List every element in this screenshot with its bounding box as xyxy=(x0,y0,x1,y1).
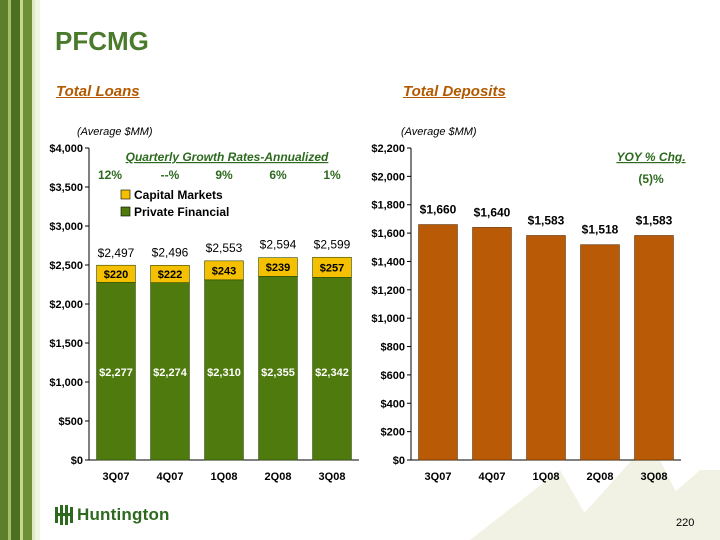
loans-y-tick-label: $1,500 xyxy=(49,338,83,350)
loans-total-label: $2,497 xyxy=(98,246,135,260)
loans-cm-data-label: $220 xyxy=(104,269,128,281)
loans-total-label: $2,496 xyxy=(152,245,189,259)
loans-bar-capital-markets xyxy=(150,265,190,283)
deposits-section-title: Total Deposits xyxy=(403,83,506,100)
deposits-x-tick-label: 3Q07 xyxy=(425,471,452,483)
loans-pf-data-label: $2,274 xyxy=(153,367,188,379)
loans-y-tick-label: $4,000 xyxy=(49,143,83,155)
loans-y-tick-label: $1,000 xyxy=(49,377,83,389)
deposits-data-label: $1,583 xyxy=(528,214,565,228)
loans-pf-data-label: $2,355 xyxy=(261,367,295,379)
deposits-y-tick-label: $600 xyxy=(381,370,405,382)
loans-pf-data-label: $2,342 xyxy=(315,367,349,379)
loans-bar-private-financial xyxy=(204,279,244,461)
decorative-stripes xyxy=(0,0,40,540)
loans-x-tick-label: 2Q08 xyxy=(265,471,292,483)
growth-rate-label: 12% xyxy=(98,168,122,182)
loans-cm-data-label: $243 xyxy=(212,265,236,277)
deposits-data-label: $1,640 xyxy=(474,205,511,219)
loans-y-tick-label: $3,000 xyxy=(49,221,83,233)
deposits-x-tick-label: 1Q08 xyxy=(533,471,560,483)
loans-bar-private-financial xyxy=(258,276,298,461)
deposits-y-tick-label: $400 xyxy=(381,398,405,410)
legend-label-capital-markets: Capital Markets xyxy=(134,188,223,202)
loans-x-tick-label: 3Q08 xyxy=(319,471,346,483)
deposits-bar xyxy=(526,235,566,461)
loans-x-tick-label: 4Q07 xyxy=(157,471,184,483)
loans-unit-label: (Average $MM) xyxy=(77,126,153,138)
deposits-x-tick-label: 2Q08 xyxy=(587,471,614,483)
loans-bar-private-financial xyxy=(312,277,352,461)
deposits-y-tick-label: $2,000 xyxy=(371,171,405,183)
deposits-bar xyxy=(634,235,674,461)
yoy-change-title: YOY % Chg. xyxy=(616,150,685,164)
loans-bar-capital-markets xyxy=(312,256,352,278)
deposits-bar xyxy=(472,227,512,461)
huntington-logo-icon xyxy=(55,505,73,525)
deposits-data-label: $1,518 xyxy=(582,223,619,237)
huntington-logo: Huntington xyxy=(55,505,170,525)
loans-y-tick-label: $500 xyxy=(59,416,83,428)
loans-cm-data-label: $239 xyxy=(266,262,290,274)
deposits-data-label: $1,583 xyxy=(636,214,673,228)
loans-y-tick-label: $0 xyxy=(71,455,83,467)
loans-x-tick-label: 3Q07 xyxy=(103,471,130,483)
deposits-bar xyxy=(580,244,620,461)
legend-label-private-financial: Private Financial xyxy=(134,205,229,219)
deposits-y-tick-label: $1,600 xyxy=(371,228,405,240)
loans-pf-data-label: $2,310 xyxy=(207,367,241,379)
loans-bar-capital-markets xyxy=(204,260,244,281)
legend-swatch-capital-markets xyxy=(120,189,131,200)
deposits-y-tick-label: $800 xyxy=(381,342,405,354)
loans-total-label: $2,594 xyxy=(260,238,297,252)
deposits-y-tick-label: $1,200 xyxy=(371,285,405,297)
growth-rate-label: 1% xyxy=(323,168,341,182)
deposits-y-tick-label: $1,400 xyxy=(371,256,405,268)
deposits-data-label: $1,660 xyxy=(420,203,457,217)
growth-rates-title: Quarterly Growth Rates-Annualized xyxy=(126,150,329,164)
deposits-y-tick-label: $1,800 xyxy=(371,200,405,212)
loans-y-tick-label: $3,500 xyxy=(49,182,83,194)
loans-x-tick-label: 1Q08 xyxy=(211,471,238,483)
page-title: PFCMG xyxy=(55,26,149,56)
deposits-unit-label: (Average $MM) xyxy=(401,126,477,138)
loans-total-label: $2,599 xyxy=(314,237,351,251)
loans-total-label: $2,553 xyxy=(206,241,243,255)
growth-rate-label: --% xyxy=(161,168,180,182)
deposits-y-tick-label: $200 xyxy=(381,427,405,439)
deposits-bar xyxy=(418,224,458,461)
yoy-change-value: (5)% xyxy=(638,172,664,186)
deposits-x-tick-label: 4Q07 xyxy=(479,471,506,483)
deposits-y-tick-label: $2,200 xyxy=(371,143,405,155)
deposits-y-tick-label: $1,000 xyxy=(371,313,405,325)
loans-section-title: Total Loans xyxy=(56,83,140,100)
loans-y-tick-label: $2,500 xyxy=(49,260,83,272)
loans-bar-capital-markets xyxy=(258,257,298,277)
growth-rate-label: 9% xyxy=(215,168,233,182)
deposits-y-tick-label: $0 xyxy=(393,455,405,467)
deposits-x-tick-label: 3Q08 xyxy=(641,471,668,483)
loans-y-tick-label: $2,000 xyxy=(49,299,83,311)
loans-pf-data-label: $2,277 xyxy=(99,367,133,379)
loans-bar-capital-markets xyxy=(96,264,136,283)
growth-rate-label: 6% xyxy=(269,168,287,182)
page-number: 220 xyxy=(676,517,695,529)
loans-cm-data-label: $257 xyxy=(320,262,344,274)
logo-text: Huntington xyxy=(77,505,170,524)
loans-cm-data-label: $222 xyxy=(158,269,182,281)
legend-swatch-private-financial xyxy=(120,206,131,217)
